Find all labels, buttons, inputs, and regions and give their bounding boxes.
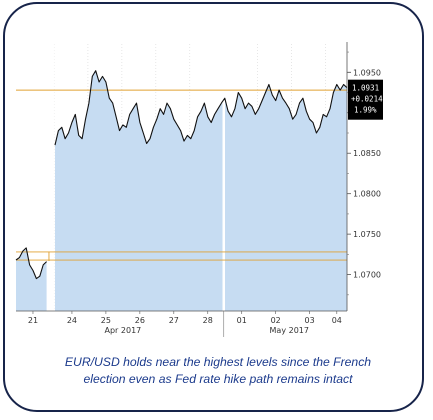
series-line (54, 70, 348, 146)
y-tick-label-4: 1.0750 (353, 230, 381, 239)
month-label-0: Apr 2017 (105, 326, 142, 335)
series-area-pre-gap (16, 247, 47, 311)
axes: 1.09501.09001.08501.08001.07501.07002124… (16, 42, 383, 337)
eurusd-chart: 1.09501.09001.08501.08001.07501.07002124… (15, 42, 383, 337)
x-tick-label-9: 04 (332, 316, 342, 325)
last-price-change: +0.0214 (351, 95, 383, 104)
y-tick-label-5: 1.0700 (353, 271, 381, 280)
last-price-value: 1.0931 (352, 84, 379, 93)
last-price-box (348, 79, 383, 120)
y-tick-label-0: 1.0950 (353, 68, 381, 77)
month-label-1: May 2017 (270, 326, 309, 335)
x-tick-label-7: 02 (271, 316, 281, 325)
y-tick-label-2: 1.0850 (353, 149, 381, 158)
x-tick-label-6: 01 (237, 316, 247, 325)
caption-line-1: EUR/USD holds near the highest levels si… (64, 355, 372, 369)
x-tick-label-0: 21 (28, 316, 38, 325)
chart-frame: 1.09501.09001.08501.08001.07501.07002124… (3, 2, 424, 412)
x-tick-label-3: 26 (135, 316, 145, 325)
x-tick-label-5: 28 (203, 316, 213, 325)
x-tick-label-1: 24 (67, 316, 77, 325)
series-line-pre-gap (15, 247, 47, 280)
series-area (55, 70, 347, 311)
plot-area (15, 44, 348, 311)
y-tick-label-3: 1.0800 (353, 190, 381, 199)
chart-caption: EUR/USD holds near the highest levels si… (19, 354, 417, 388)
x-tick-label-2: 25 (101, 316, 111, 325)
x-tick-label-4: 27 (169, 316, 179, 325)
last-price-percent: 1.99% (354, 106, 377, 115)
caption-line-2: election even as Fed rate hike path rema… (83, 372, 353, 386)
x-tick-label-8: 03 (305, 316, 315, 325)
